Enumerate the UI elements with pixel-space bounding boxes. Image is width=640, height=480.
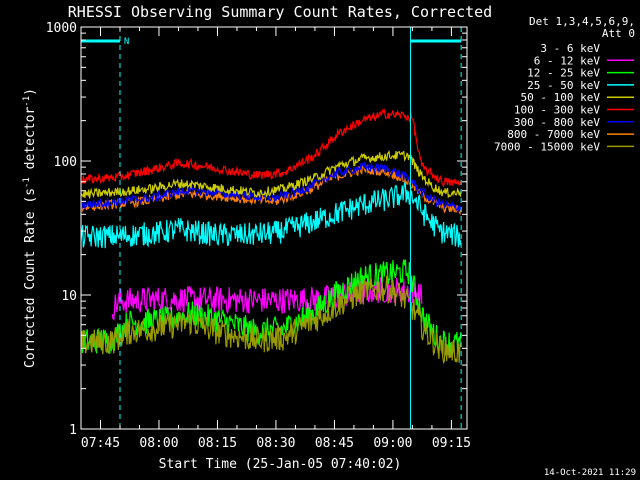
series-100-300-kev [80,108,462,188]
x-tick-label-08:30: 08:30 [256,436,295,451]
legend-label-0: 3 - 6 keV [540,42,600,55]
legend-label-5: 100 - 300 keV [514,104,600,117]
y-axis-label-sup1: -1 [22,177,32,188]
x-axis: 07:45 08:00 08:15 08:30 08:45 09:00 09:15 [80,27,471,451]
plot-frame [80,26,468,430]
legend-header-line1: Det 1,3,4,5,6,9, [529,15,635,28]
x-tick-label-07:45: 07:45 [81,436,120,451]
y-axis-label-main: Corrected Count Rate (s [23,188,38,368]
y-axis-label-end: ) [23,88,38,96]
y-axis-label-mid: detector [23,107,38,178]
series-800-7000-kev [80,164,462,216]
y-tick-label-100: 100 [54,155,77,170]
y-axis-label-sup2: -1 [22,96,32,107]
y-tick-label-1000: 1000 [46,21,77,36]
series-300-800-kev [80,161,462,212]
legend-label-8: 7000 - 15000 keV [494,140,600,153]
legend-label-2: 12 - 25 keV [527,67,600,80]
legend-label-3: 25 - 50 keV [527,79,600,92]
x-tick-label-09:15: 09:15 [432,436,471,451]
legend-label-4: 50 - 100 keV [521,91,601,104]
y-axis-label: Corrected Count Rate (s-1 detector-1) [22,88,38,368]
series-12-25-kev [80,259,462,356]
series-50-100-kev [80,149,462,199]
y-axis: 1 10 100 1000 [46,21,467,438]
chart-title: RHESSI Observing Summary Count Rates, Co… [68,3,492,21]
footer-date: 14-Oct-2021 11:29 [544,468,636,478]
flag-marker-label: N [124,37,129,47]
series-layer [80,108,462,430]
y-tick-label-10: 10 [61,289,77,304]
x-tick-label-08:15: 08:15 [198,436,237,451]
series-6-12-kev [111,277,423,321]
legend-label-6: 300 - 800 keV [514,116,600,129]
x-tick-label-08:45: 08:45 [315,436,354,451]
legend-header-line2: Att 0 [602,27,635,40]
y-tick-label-1: 1 [69,423,77,438]
legend-label-7: 800 - 7000 keV [507,128,600,141]
x-axis-label: Start Time (25-Jan-05 07:40:02) [159,457,402,472]
legend-label-1: 6 - 12 keV [534,54,601,67]
x-tick-label-08:00: 08:00 [139,436,178,451]
x-tick-label-09:00: 09:00 [373,436,412,451]
series-25-50-kev [80,181,462,249]
series-7000-15000-kev [80,275,462,365]
